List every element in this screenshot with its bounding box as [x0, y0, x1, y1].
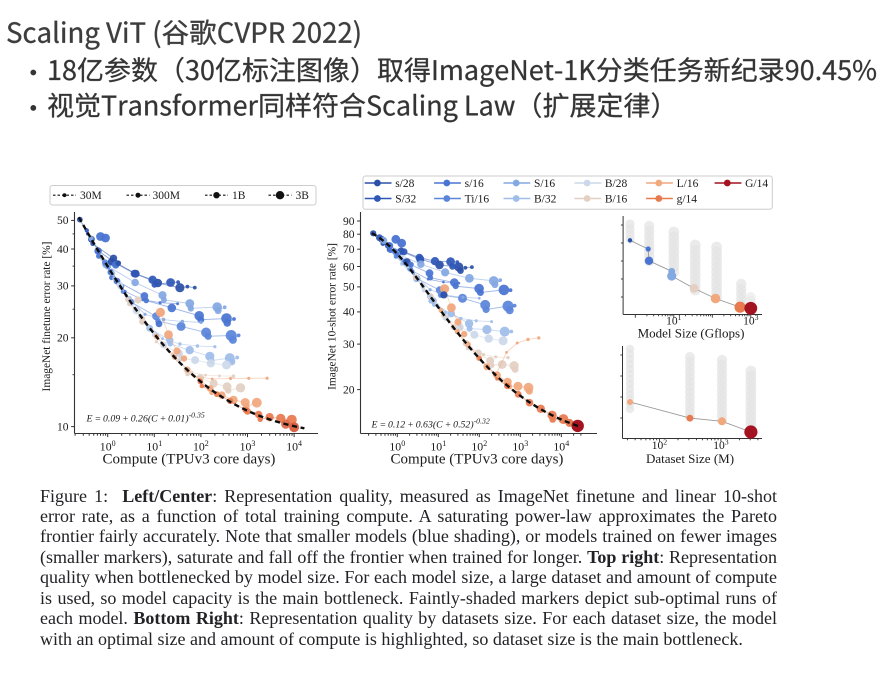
- svg-text:103: 103: [713, 438, 729, 452]
- svg-text:103: 103: [743, 313, 759, 327]
- svg-text:1B: 1B: [232, 190, 246, 202]
- svg-text:ImageNet finetune error rate [: ImageNet finetune error rate [%]: [41, 242, 53, 392]
- svg-text:90: 90: [343, 216, 355, 228]
- svg-text:3B: 3B: [296, 190, 310, 202]
- svg-text:70: 70: [343, 244, 355, 256]
- svg-text:E = 0.09 + 0.26(C + 0.01)-0.35: E = 0.09 + 0.26(C + 0.01)-0.35: [86, 411, 205, 425]
- svg-text:B/16: B/16: [605, 193, 628, 205]
- svg-text:ImageNet 10-shot error rate [%: ImageNet 10-shot error rate [%]: [327, 243, 339, 390]
- svg-text:104: 104: [286, 439, 302, 454]
- svg-text:30: 30: [57, 281, 69, 293]
- svg-text:Compute (TPUv3 core days): Compute (TPUv3 core days): [391, 452, 564, 468]
- svg-text:s/28: s/28: [395, 178, 414, 190]
- svg-text:102: 102: [652, 438, 668, 452]
- svg-text:Model Size (Gflops): Model Size (Gflops): [638, 326, 745, 341]
- svg-text:80: 80: [343, 229, 355, 241]
- svg-text:40: 40: [343, 307, 355, 319]
- svg-text:B/32: B/32: [534, 193, 557, 205]
- svg-text:30M: 30M: [80, 190, 102, 202]
- svg-text:50: 50: [57, 215, 69, 227]
- svg-text:G/14: G/14: [745, 178, 768, 190]
- svg-text:10: 10: [57, 421, 69, 433]
- svg-text:Dataset Size (M): Dataset Size (M): [646, 451, 734, 466]
- svg-text:60: 60: [343, 261, 355, 273]
- svg-text:50: 50: [343, 282, 355, 294]
- svg-text:s/16: s/16: [465, 178, 484, 190]
- svg-text:300M: 300M: [153, 190, 180, 202]
- svg-text:B/28: B/28: [605, 178, 628, 190]
- svg-text:L/16: L/16: [677, 178, 699, 190]
- svg-text:g/14: g/14: [677, 193, 698, 205]
- svg-text:S/16: S/16: [534, 178, 555, 190]
- svg-text:20: 20: [57, 333, 69, 345]
- svg-text:40: 40: [57, 244, 69, 256]
- svg-text:20: 20: [343, 384, 355, 396]
- svg-text:Compute (TPUv3 core days): Compute (TPUv3 core days): [103, 452, 276, 468]
- svg-text:30: 30: [343, 339, 355, 351]
- svg-text:E = 0.12 + 0.63(C + 0.52)-0.32: E = 0.12 + 0.63(C + 0.52)-0.32: [371, 417, 490, 431]
- svg-text:S/32: S/32: [395, 193, 416, 205]
- svg-text:Ti/16: Ti/16: [465, 193, 490, 205]
